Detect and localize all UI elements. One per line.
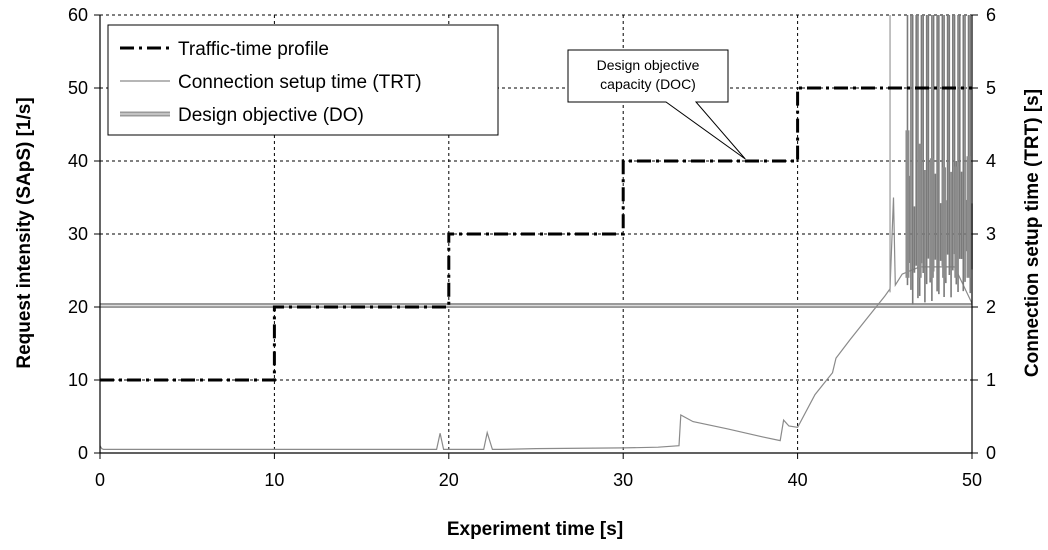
y2-tick-label: 0 bbox=[986, 443, 996, 463]
y-tick-label: 20 bbox=[68, 297, 88, 317]
legend-label: Traffic-time profile bbox=[178, 39, 329, 60]
trt-series-line bbox=[99, 197, 973, 450]
trt-spike-mass bbox=[905, 130, 910, 278]
y-tick-label: 10 bbox=[68, 370, 88, 390]
y2-tick-label: 6 bbox=[986, 5, 996, 25]
y-tick-label: 0 bbox=[78, 443, 88, 463]
annotation-text: capacity (DOC) bbox=[600, 76, 696, 92]
trt-spike-mass bbox=[942, 167, 947, 278]
legend: Traffic-time profile Connection setup tim… bbox=[107, 24, 499, 136]
x-axis-title: Experiment time [s] bbox=[447, 519, 623, 540]
y2-tick-label: 4 bbox=[986, 151, 996, 171]
y-tick-label: 50 bbox=[68, 78, 88, 98]
y2-axis-title: Connection setup time (TRT) [s] bbox=[1022, 89, 1043, 377]
y2-tick-label: 3 bbox=[986, 224, 996, 244]
y-tick-label: 40 bbox=[68, 151, 88, 171]
x-tick-label: 0 bbox=[95, 470, 105, 490]
legend-label: Design objective (DO) bbox=[178, 105, 364, 126]
trt-spike-mass bbox=[917, 143, 922, 278]
trt-spike-mass bbox=[954, 166, 959, 278]
y2-tick-label: 1 bbox=[986, 370, 996, 390]
traffic-time-profile-line bbox=[100, 86, 972, 382]
series-layer bbox=[99, 15, 973, 450]
annotation-text: Design objective bbox=[597, 57, 700, 73]
annotation-callout bbox=[567, 49, 746, 160]
x-tick-label: 50 bbox=[962, 470, 982, 490]
y-tick-label: 30 bbox=[68, 224, 88, 244]
x-tick-label: 20 bbox=[439, 470, 459, 490]
legend-box bbox=[107, 24, 499, 136]
y-axis-title: Request intensity (SApS) [1/s] bbox=[14, 97, 35, 368]
x-tick-label: 30 bbox=[613, 470, 633, 490]
y2-tick-label: 5 bbox=[986, 78, 996, 98]
annotation-layer: Design objective capacity (DOC) bbox=[567, 49, 746, 160]
x-tick-label: 10 bbox=[264, 470, 284, 490]
y2-tick-label: 2 bbox=[986, 297, 996, 317]
x-tick-label: 40 bbox=[788, 470, 808, 490]
trt-spike-mass bbox=[966, 156, 971, 278]
trt-spike-mass bbox=[929, 158, 934, 278]
y-tick-label: 60 bbox=[68, 5, 88, 25]
legend-label: Connection setup time (TRT) bbox=[178, 72, 422, 93]
